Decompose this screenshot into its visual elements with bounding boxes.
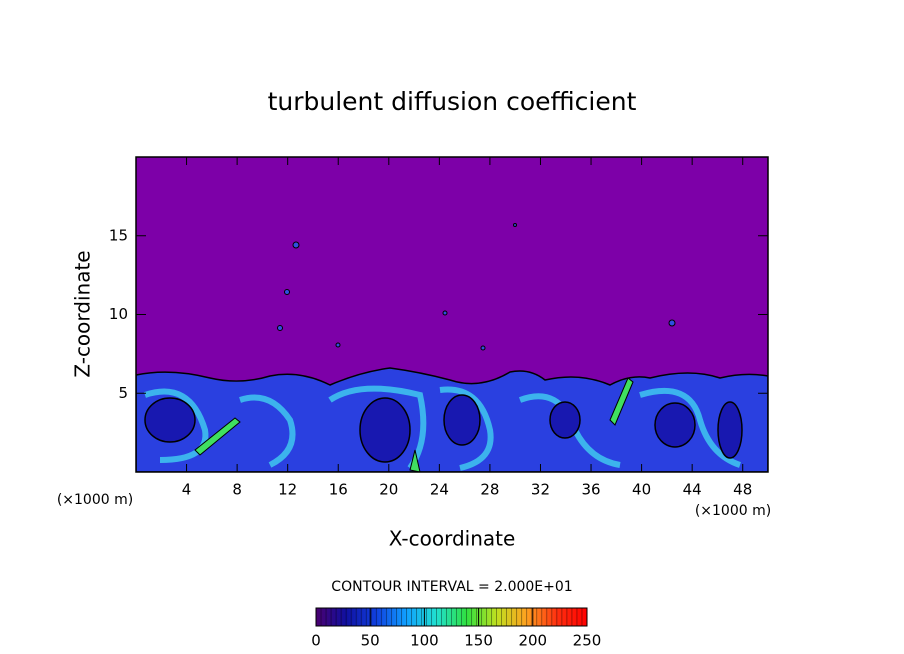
x-tick-label: 32 — [531, 481, 550, 499]
x-unit-left: (×1000 m) — [57, 492, 133, 508]
x-tick-label: 28 — [480, 481, 499, 499]
colorbar-tick-label: 200 — [518, 632, 547, 650]
colorbar-tick-label: 100 — [410, 632, 439, 650]
cores — [144, 394, 743, 463]
x-tick-label: 16 — [329, 481, 348, 499]
x-tick-label: 12 — [278, 481, 297, 499]
contour-interval: CONTOUR INTERVAL = 2.000E+01 — [331, 579, 572, 595]
y-tick-label: 10 — [109, 305, 128, 323]
y-axis-title: Z-coordinate — [71, 250, 95, 377]
x-tick-label: 40 — [632, 481, 651, 499]
x-tick-label: 24 — [430, 481, 449, 499]
colorbar-tick-label: 150 — [464, 632, 493, 650]
x-tick-label: 44 — [683, 481, 702, 499]
chart-title: turbulent diffusion coefficient — [268, 87, 637, 116]
y-tick-label: 5 — [118, 384, 128, 402]
x-tick-label: 36 — [581, 481, 600, 499]
colorbar-tick-label: 250 — [573, 632, 602, 650]
x-tick-label: 48 — [733, 481, 752, 499]
x-tick-label: 4 — [182, 481, 192, 499]
field — [136, 223, 768, 472]
peaks — [194, 377, 634, 472]
x-unit-right: (×1000 m) — [695, 503, 771, 519]
colorbar-tick-label: 0 — [311, 632, 321, 650]
x-tick-label: 8 — [232, 481, 242, 499]
x-axis-title: X-coordinate — [389, 527, 516, 551]
x-tick-label: 20 — [379, 481, 398, 499]
colorbar-tick-label: 50 — [361, 632, 380, 650]
specks — [277, 223, 676, 351]
y-tick-label: 15 — [109, 226, 128, 244]
